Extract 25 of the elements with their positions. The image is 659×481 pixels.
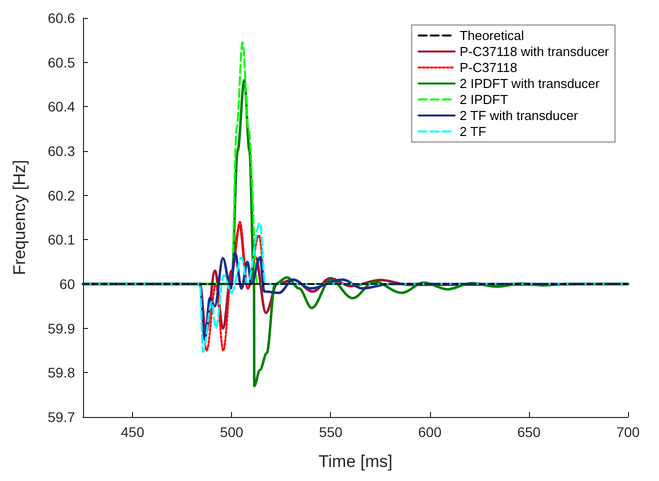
legend-label: 2 IPDFT with transducer bbox=[460, 76, 600, 91]
y-tick-label: 59.7 bbox=[48, 409, 76, 425]
legend-label: Theoretical bbox=[460, 28, 524, 43]
legend-label: 2 IPDFT bbox=[460, 92, 508, 107]
y-tick-label: 60.6 bbox=[48, 10, 76, 26]
x-tick-label: 550 bbox=[319, 424, 343, 440]
legend-label: P-C37118 bbox=[460, 60, 518, 75]
y-tick-label: 60.4 bbox=[48, 98, 76, 115]
x-tick-label: 700 bbox=[616, 424, 640, 440]
y-tick-label: 59.8 bbox=[48, 364, 76, 381]
y-axis-title: Frequency [Hz] bbox=[10, 160, 29, 276]
y-tick-label: 60.5 bbox=[48, 54, 76, 70]
y-tick-label: 60.1 bbox=[48, 232, 76, 248]
y-tick-label: 60 bbox=[59, 276, 76, 292]
y-tick-label: 60.2 bbox=[48, 187, 76, 204]
x-tick-label: 650 bbox=[517, 424, 541, 440]
legend-label: P-C37118 with transducer bbox=[460, 44, 610, 59]
legend-label: 2 TF with transducer bbox=[460, 108, 579, 123]
x-tick-label: 500 bbox=[220, 424, 244, 440]
y-tick-label: 59.9 bbox=[48, 320, 76, 336]
legend-label: 2 TF bbox=[460, 124, 486, 139]
y-tick-label: 60.3 bbox=[48, 143, 76, 159]
x-tick-label: 600 bbox=[418, 424, 442, 440]
x-axis-title: Time [ms] bbox=[318, 452, 392, 471]
x-tick-label: 450 bbox=[120, 424, 144, 440]
